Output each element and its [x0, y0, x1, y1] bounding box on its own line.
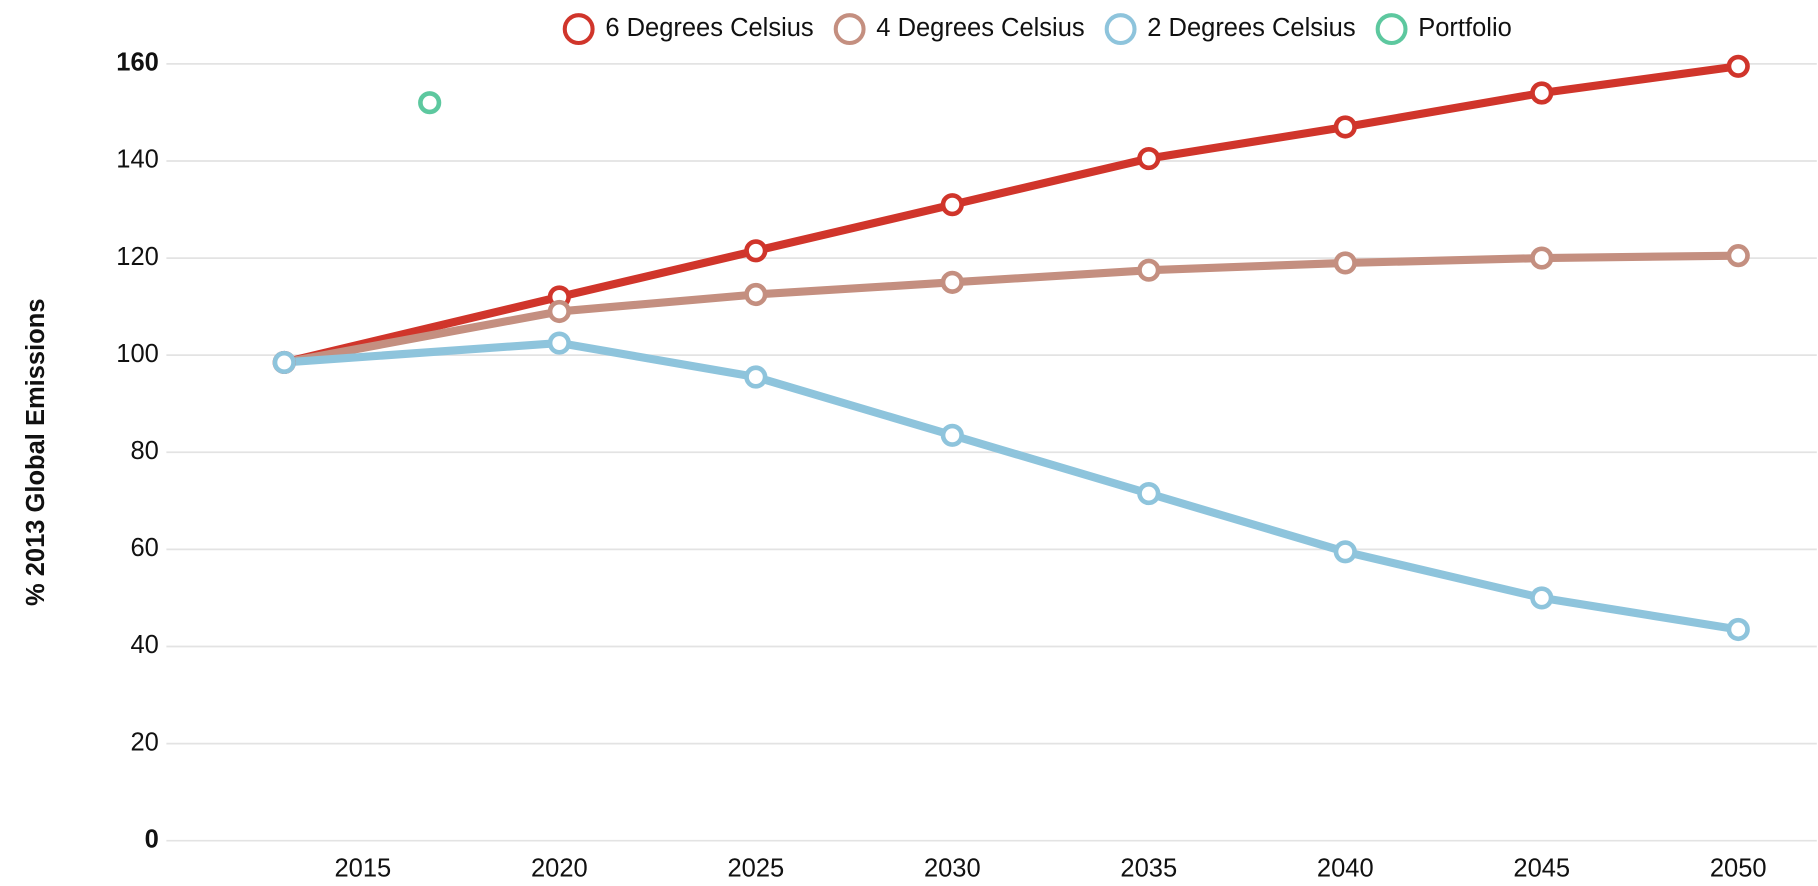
- x-tick-label: 2020: [531, 854, 588, 882]
- point: [1726, 54, 1750, 78]
- point: [1530, 81, 1554, 105]
- point: [1333, 540, 1357, 564]
- point: [1333, 115, 1357, 139]
- legend-item: 6 Degrees Celsius: [562, 13, 814, 46]
- legend-label: 2 Degrees Celsius: [1147, 14, 1355, 42]
- point: [1137, 481, 1161, 506]
- y-tick-label: 100: [116, 340, 159, 368]
- series-line: [283, 62, 1739, 367]
- point: [1530, 246, 1554, 270]
- legend-label: Portfolio: [1418, 14, 1512, 42]
- point: [1137, 258, 1161, 282]
- legend: 6 Degrees Celsius 4 Degrees Celsius 2 Degr…: [562, 13, 1512, 46]
- point: [1726, 244, 1750, 268]
- y-tick-label: 140: [116, 146, 159, 174]
- legend-item: 2 Degrees Celsius: [1104, 13, 1356, 46]
- y-tick-label: 60: [130, 534, 158, 562]
- x-tick-label: 2045: [1513, 854, 1570, 882]
- point: [940, 193, 964, 217]
- legend-label: 6 Degrees Celsius: [605, 14, 813, 42]
- x-tick-label: 2015: [334, 854, 391, 882]
- x-tick-label: 2040: [1317, 854, 1374, 882]
- y-tick-label: 160: [116, 49, 159, 77]
- legend-item: 4 Degrees Celsius: [833, 13, 1085, 46]
- legend-marker: [1375, 13, 1408, 46]
- point: [940, 423, 964, 447]
- series-line: [283, 338, 1739, 634]
- point: [940, 270, 964, 294]
- point: [744, 282, 768, 307]
- legend-marker: [833, 13, 866, 46]
- point: [418, 91, 442, 115]
- y-tick-label: 80: [130, 437, 158, 465]
- legend-item: Portfolio: [1375, 13, 1512, 46]
- y-axis-label: % 2013 Global Emissions: [22, 299, 50, 607]
- x-tick-label: 2050: [1710, 854, 1767, 882]
- point: [744, 239, 768, 263]
- point: [1333, 251, 1357, 275]
- y-tick-label: 40: [130, 631, 158, 659]
- y-tick-label: 120: [116, 243, 159, 271]
- point: [744, 365, 768, 389]
- x-tick-label: 2035: [1120, 854, 1177, 882]
- legend-label: 4 Degrees Celsius: [876, 14, 1084, 42]
- y-tick-label: 20: [130, 728, 158, 756]
- point: [272, 350, 296, 375]
- point: [547, 331, 571, 355]
- point: [1137, 146, 1161, 171]
- series-line: [283, 251, 1739, 367]
- y-tick-label: 0: [145, 825, 159, 853]
- point: [547, 299, 571, 324]
- legend-marker: [1104, 13, 1137, 46]
- legend-marker: [562, 13, 595, 46]
- x-tick-label: 2030: [924, 854, 981, 882]
- x-tick-label: 2025: [727, 854, 784, 882]
- point: [1726, 617, 1750, 642]
- point: [1530, 586, 1554, 610]
